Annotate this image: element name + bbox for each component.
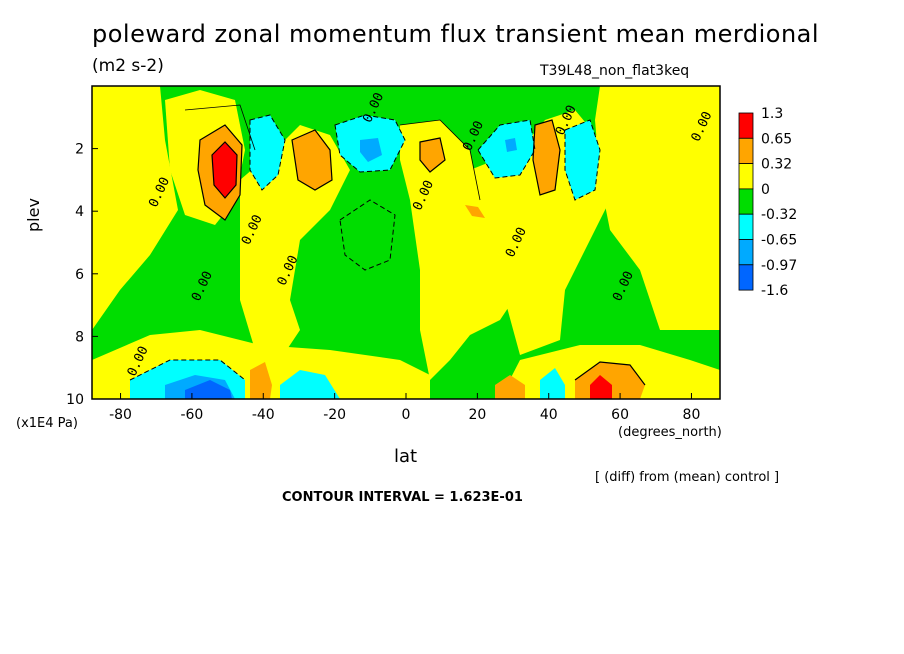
fill-yellow-nh-high [595,86,720,330]
fill-cyan-f [280,370,340,399]
contour-interval: CONTOUR INTERVAL = 1.623E-01 [282,490,523,505]
x-tick-label: 0 [402,407,411,423]
contour-lines-negative [129,114,601,381]
x-tick-label: -20 [323,407,346,423]
legend-label: -1.6 [761,283,788,299]
fill-red-sh-jet [212,142,237,198]
contour-a [197,124,243,221]
y-tick-group: 2 4 6 8 10 [66,142,98,408]
legend-swatch [738,163,754,190]
legend-label: -0.32 [761,207,797,223]
y-tick-label: 2 [75,142,84,158]
fill-orange-d [533,120,560,195]
fill-lightblue-b [505,138,517,152]
contour-g [184,104,256,151]
fill-orange-g [495,375,525,399]
y-tick-label: 10 [66,392,84,408]
x-tick-group: -80 -60 -40 -20 0 20 40 60 80 [109,393,700,423]
contour-neg-f [339,199,396,271]
x-axis-label: lat [394,446,418,467]
fill-red-nh-surface [590,375,612,399]
fill-blue-a [185,380,232,399]
contour-e [419,137,446,173]
fill-orange-c [420,138,445,172]
fill-cyan-d [565,120,600,200]
x-tick-label: -60 [180,407,203,423]
chart-units: (m2 s-2) [92,56,164,76]
contour-h [399,119,481,201]
fill-orange-b [292,130,332,190]
contour-neg-a [249,114,286,191]
legend-swatch [738,137,754,165]
y-tick-label: 4 [75,204,84,220]
chart-title: poleward zonal momentum flux transient m… [92,20,820,48]
contour-lines [184,104,646,386]
legend-label: 0 [761,182,770,198]
legend-label: 0.65 [761,131,792,147]
x-tick-label: -80 [109,407,132,423]
fill-cyan-g [540,368,565,399]
contour-neg-c [477,119,536,179]
diff-note: [ (diff) from (mean) control ] [595,470,780,485]
y-axis-units: (x1E4 Pa) [16,416,78,431]
legend-swatch [738,264,754,291]
contour-b [211,141,238,199]
legend-swatch [738,239,754,266]
contour-c [291,129,333,191]
contour-f [574,361,646,386]
x-tick-label: 20 [468,407,486,423]
fill-lightblue-a [360,138,382,162]
legend-label: -0.65 [761,233,797,249]
y-tick-label: 8 [75,329,84,345]
legend-swatch [738,112,754,139]
fill-yellow-sh-high [92,86,178,330]
fill-orange-e [465,205,485,218]
legend-label: -0.97 [761,258,797,274]
legend-label: 0.32 [761,157,792,173]
contour-neg-d [564,119,601,201]
run-label: T39L48_non_flat3keq [540,63,690,79]
contour-neg-b [334,114,406,173]
legend: 1.3 0.65 0.32 0 -0.32 -0.65 -0.97 -1.6 [738,106,797,299]
legend-label: 1.3 [761,106,783,122]
contour-field [92,86,720,399]
legend-swatch [738,188,754,215]
fill-cyan-a [250,115,285,190]
y-tick-label: 6 [75,267,84,283]
legend-swatch [738,213,754,240]
x-tick-label: -40 [252,407,275,423]
x-tick-label: 80 [683,407,701,423]
x-tick-label: 40 [540,407,558,423]
x-tick-label: 60 [611,407,629,423]
fill-orange-f [250,362,272,399]
contour-d [532,119,561,196]
x-axis-units: (degrees_north) [618,425,722,440]
fill-yellow-equator [400,120,520,380]
